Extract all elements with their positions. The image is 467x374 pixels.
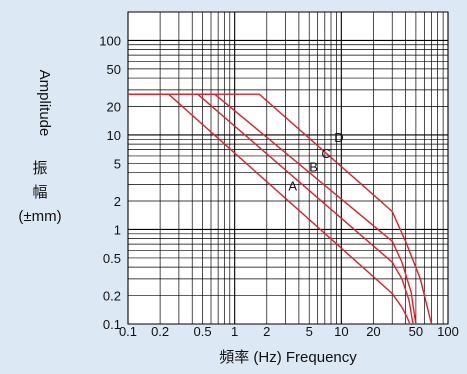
x-tick-label: 10 [334,324,348,339]
x-tick-label: 2 [263,324,270,339]
y-axis-title-cjk-1: 振 [32,160,47,177]
x-tick-label: 0.1 [119,324,137,339]
plot-frame [127,11,449,325]
y-tick-label: 50 [107,62,121,77]
curve-label-b: B [309,160,318,175]
y-tick-label: 2 [114,194,121,209]
x-tick-label: 0.5 [194,324,212,339]
y-tick-label: 1 [114,222,121,237]
curve-label-c: C [321,146,330,161]
curve-label-d: D [334,130,343,145]
curve-d [128,93,433,325]
x-tick-label: 50 [409,324,423,339]
y-tick-label: 20 [107,100,121,115]
x-tick-label: 5 [306,324,313,339]
y-tick-label: 0.2 [103,289,121,304]
x-tick-label: 100 [437,324,459,339]
y-tick-label: 0.1 [103,317,121,332]
y-axis-title-cjk-2: 幅 [32,184,47,201]
y-tick-label: 0.5 [103,251,121,266]
x-tick-label: 20 [366,324,380,339]
y-tick-label: 10 [107,128,121,143]
x-tick-label: 1 [231,324,238,339]
y-axis-unit: (±mm) [18,208,61,225]
x-axis-title: 頻率 (Hz) Frequency [219,349,357,366]
y-tick-label: 5 [114,156,121,171]
x-tick-labels: 0.1 0.2 0.5 1 2 5 10 20 50 100 [119,324,459,339]
y-tick-label: 100 [99,33,121,48]
plot-area [128,12,448,324]
y-axis-title: Amplitude [36,70,53,137]
curves [128,93,433,325]
curve-label-a: A [288,178,297,193]
x-tick-label: 0.2 [151,324,169,339]
y-tick-labels: 0.1 0.2 0.5 1 2 5 10 20 50 100 [99,33,121,332]
